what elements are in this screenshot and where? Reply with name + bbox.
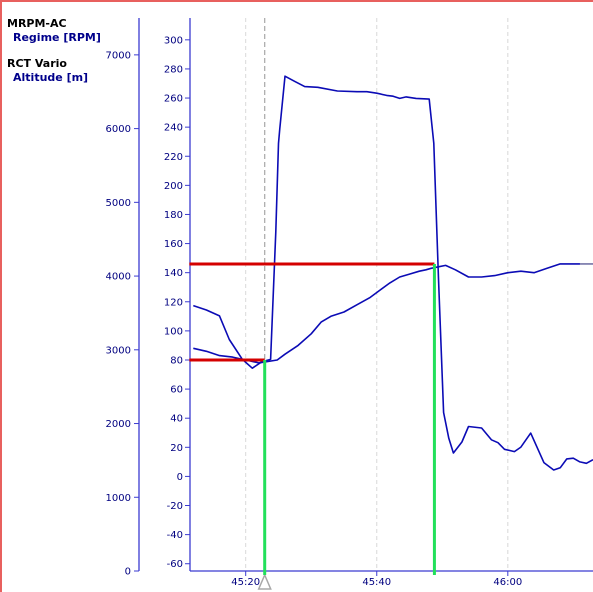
- window-top-border: [0, 0, 593, 2]
- right-axis-tick-label: 140: [164, 268, 183, 279]
- legend-entry-vario: RCT Vario Altitude [m]: [7, 57, 88, 85]
- left-axis-tick-label: 4000: [106, 272, 131, 283]
- right-axis-tick-label: 280: [164, 64, 183, 75]
- right-axis-tick-label: -40: [167, 530, 183, 541]
- x-axis-tick-label: 45:40: [362, 577, 391, 588]
- left-axis-tick-label: 7000: [106, 50, 131, 61]
- right-axis-tick-label: 100: [164, 326, 183, 337]
- left-axis-tick-label: 6000: [106, 124, 131, 135]
- window-left-border: [0, 0, 2, 592]
- right-axis-tick-label: -60: [167, 559, 183, 570]
- left-axis-tick-label: 2000: [106, 419, 131, 430]
- right-axis-tick-label: 40: [170, 414, 183, 425]
- left-axis-tick-label: 1000: [106, 493, 131, 504]
- x-axis-tick-label: 46:00: [493, 577, 522, 588]
- legend-series-name: RCT Vario: [7, 57, 67, 70]
- left-axis-tick-label: 3000: [106, 345, 131, 356]
- left-axis-tick-label: 0: [125, 567, 131, 578]
- legend-series-unit: Altitude [m]: [13, 71, 89, 84]
- legend-series-name: MRPM-AC: [7, 17, 67, 30]
- right-axis-tick-label: 60: [170, 385, 183, 396]
- x-axis-tick-label: 45:20: [231, 577, 260, 588]
- right-axis-tick-label: 180: [164, 210, 183, 221]
- series-line-rct-vario: [193, 263, 593, 364]
- right-axis-tick-label: 0: [177, 472, 183, 483]
- right-axis-tick-label: 220: [164, 152, 183, 163]
- right-axis-tick-label: -20: [167, 501, 183, 512]
- right-axis-tick-label: 200: [164, 181, 183, 192]
- series-line-mrpm-ac: [193, 75, 593, 471]
- right-axis-tick-label: 260: [164, 94, 183, 105]
- right-axis-tick-label: 120: [164, 297, 183, 308]
- right-axis-tick-label: 80: [170, 355, 183, 366]
- left-axis-tick-label: 5000: [106, 198, 131, 209]
- right-axis-tick-label: 20: [170, 443, 183, 454]
- right-axis-tick-label: 160: [164, 239, 183, 250]
- cursor-marker-icon: [257, 573, 272, 590]
- legend-series-unit: Regime [RPM]: [13, 31, 101, 44]
- right-axis-tick-label: 240: [164, 123, 183, 134]
- right-axis-tick-label: 300: [164, 35, 183, 46]
- legend-entry-mrpm: MRPM-AC Regime [RPM]: [7, 17, 101, 45]
